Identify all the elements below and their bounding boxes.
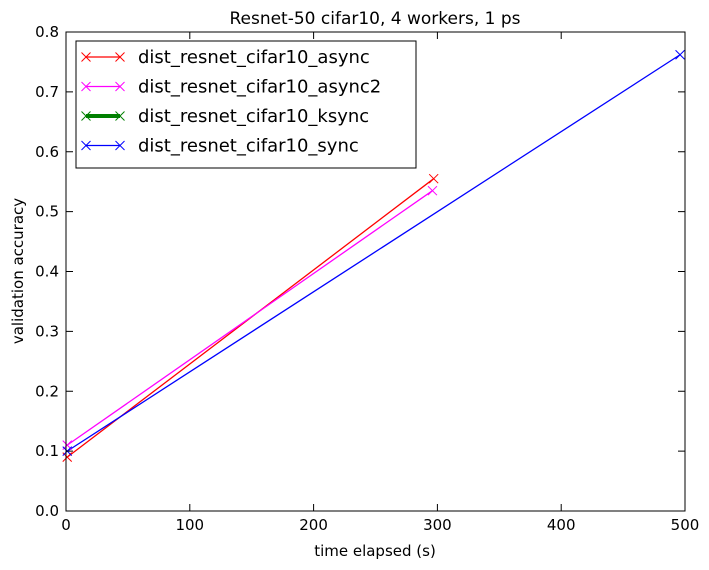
y-tick-label: 0.8: [35, 23, 59, 41]
legend-marker-stroke: [81, 52, 91, 62]
x-tick-label: 500: [671, 516, 700, 534]
y-tick-label: 0.7: [35, 83, 59, 101]
series-point-dist_resnet_cifar10_async-1: [428, 173, 439, 184]
y-tick-label: 0.2: [35, 382, 59, 400]
y-axis-label: validation accuracy: [9, 198, 27, 344]
legend-marker-stroke: [81, 81, 91, 92]
series-point-dist_resnet_cifar10_sync-1: [675, 49, 685, 60]
legend-box: [75, 40, 417, 169]
x-tick-label: 100: [175, 516, 204, 534]
plot-area: 0 100 200 300 400 500 0.0 0.1 0.2 0.3 0.4 0.5 0.6 0.7…: [35, 23, 699, 534]
series-line-dist_resnet_cifar10_async2: [66, 190, 433, 446]
point-marker-stroke: [428, 173, 439, 184]
y-tick-label: 0.1: [35, 442, 59, 460]
y-tick-label: 0.5: [35, 203, 59, 221]
x-tick-label: 200: [299, 516, 328, 534]
chart-title: Resnet-50 cifar10, 4 workers, 1 ps: [229, 9, 520, 29]
legend-entry-dist_resnet_cifar10_ksync: dist_resnet_cifar10_ksync: [81, 106, 369, 127]
point-marker-stroke: [675, 49, 685, 60]
legend-entry-dist_resnet_cifar10_sync: dist_resnet_cifar10_sync: [81, 136, 359, 157]
legend-marker-stroke: [115, 52, 125, 62]
series-group: [66, 54, 681, 458]
y-tick-label: 0.0: [35, 502, 59, 520]
legend-label: dist_resnet_cifar10_ksync: [138, 106, 369, 127]
legend-label: dist_resnet_cifar10_sync: [138, 136, 359, 157]
y-tick-label: 0.4: [35, 263, 59, 281]
legend-entry-dist_resnet_cifar10_async2: dist_resnet_cifar10_async2: [81, 77, 381, 98]
legend-marker-stroke: [115, 81, 125, 92]
y-tick-label: 0.3: [35, 322, 59, 340]
legend-entry-dist_resnet_cifar10_async: dist_resnet_cifar10_async: [81, 47, 370, 68]
x-tick-label: 0: [61, 516, 71, 534]
legend-label: dist_resnet_cifar10_async: [138, 47, 370, 68]
legend-marker-stroke: [115, 111, 125, 121]
legend-marker-stroke: [81, 140, 91, 151]
legend-marker-stroke: [81, 111, 91, 121]
legend-marker-stroke: [115, 140, 125, 151]
y-tick-label: 0.6: [35, 143, 59, 161]
point-marker-stroke: [427, 185, 438, 196]
x-axis-label: time elapsed (s): [314, 542, 436, 560]
series-point-dist_resnet_cifar10_async2-1: [427, 185, 438, 196]
legend-label: dist_resnet_cifar10_async2: [138, 77, 381, 98]
x-tick-label: 400: [547, 516, 576, 534]
series-line-dist_resnet_cifar10_sync: [66, 54, 681, 452]
legend: dist_resnet_cifar10_async dist_resnet_cif…: [75, 40, 417, 169]
x-tick-label: 300: [423, 516, 452, 534]
